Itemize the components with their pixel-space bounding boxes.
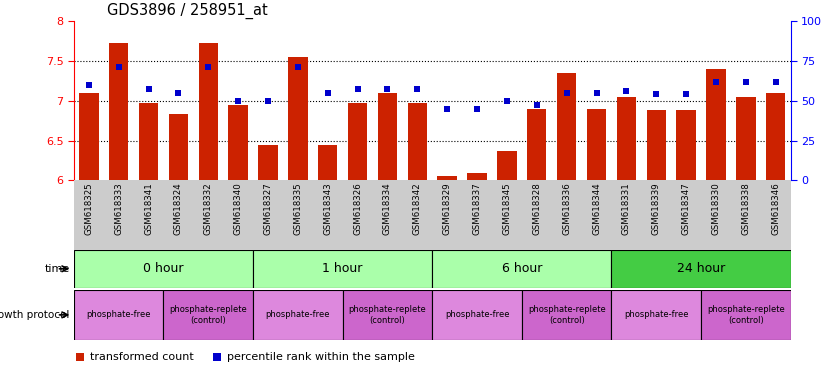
Text: GSM618337: GSM618337 [473, 182, 482, 235]
Text: GSM618345: GSM618345 [502, 182, 511, 235]
Bar [259, 146, 277, 180]
Bar [736, 97, 755, 180]
Bar [677, 110, 696, 180]
Text: GSM618340: GSM618340 [234, 182, 243, 235]
Bar [407, 103, 427, 180]
Bar [318, 146, 337, 180]
Bar [348, 103, 367, 180]
Bar [706, 69, 726, 180]
Text: phosphate-free: phosphate-free [86, 310, 151, 319]
Text: 1 hour: 1 hour [323, 262, 363, 275]
Bar [253, 250, 432, 288]
Bar [766, 93, 786, 180]
Bar [109, 43, 128, 180]
Text: 6 hour: 6 hour [502, 262, 542, 275]
Bar [199, 43, 218, 180]
Bar [646, 110, 666, 180]
Bar [557, 73, 576, 180]
Bar [467, 172, 487, 180]
Text: percentile rank within the sample: percentile rank within the sample [227, 352, 415, 362]
Text: 24 hour: 24 hour [677, 262, 725, 275]
Bar [79, 93, 99, 180]
Text: time: time [44, 264, 70, 274]
Text: GSM618336: GSM618336 [562, 182, 571, 235]
Text: GSM618328: GSM618328 [532, 182, 541, 235]
Bar [498, 151, 516, 180]
Bar [612, 250, 791, 288]
Bar [228, 105, 248, 180]
Text: GSM618338: GSM618338 [741, 182, 750, 235]
Text: phosphate-replete
(control): phosphate-replete (control) [349, 305, 426, 324]
Text: GSM618329: GSM618329 [443, 182, 452, 235]
Text: GSM618333: GSM618333 [114, 182, 123, 235]
Bar [432, 250, 612, 288]
Bar [617, 97, 636, 180]
Text: GSM618341: GSM618341 [144, 182, 153, 235]
Bar [527, 109, 547, 180]
Text: phosphate-replete
(control): phosphate-replete (control) [707, 305, 785, 324]
Text: phosphate-free: phosphate-free [266, 310, 330, 319]
Text: GSM618344: GSM618344 [592, 182, 601, 235]
Text: GSM618334: GSM618334 [383, 182, 392, 235]
Text: phosphate-replete
(control): phosphate-replete (control) [528, 305, 606, 324]
Text: GSM618339: GSM618339 [652, 182, 661, 235]
Text: phosphate-free: phosphate-free [624, 310, 689, 319]
Bar [342, 290, 432, 340]
Text: GDS3896 / 258951_at: GDS3896 / 258951_at [107, 3, 268, 19]
Text: GSM618330: GSM618330 [712, 182, 721, 235]
Text: GSM618326: GSM618326 [353, 182, 362, 235]
Text: GSM618335: GSM618335 [293, 182, 302, 235]
Text: GSM618343: GSM618343 [323, 182, 333, 235]
Bar [74, 290, 163, 340]
Bar [74, 250, 253, 288]
Bar [587, 109, 606, 180]
Bar [522, 290, 612, 340]
Text: transformed count: transformed count [89, 352, 194, 362]
Bar [139, 103, 158, 180]
Bar [163, 290, 253, 340]
Bar [432, 290, 522, 340]
Bar [253, 290, 342, 340]
Text: GSM618324: GSM618324 [174, 182, 183, 235]
Text: 0 hour: 0 hour [143, 262, 184, 275]
Bar [288, 57, 308, 180]
Bar [378, 93, 397, 180]
Bar [612, 290, 701, 340]
Text: GSM618342: GSM618342 [413, 182, 422, 235]
Text: phosphate-free: phosphate-free [445, 310, 509, 319]
Text: growth protocol: growth protocol [0, 310, 70, 320]
Text: GSM618331: GSM618331 [621, 182, 631, 235]
Text: GSM618332: GSM618332 [204, 182, 213, 235]
Text: GSM618346: GSM618346 [771, 182, 780, 235]
Text: phosphate-replete
(control): phosphate-replete (control) [169, 305, 247, 324]
Bar [438, 177, 457, 180]
Text: GSM618347: GSM618347 [681, 182, 690, 235]
Text: GSM618325: GSM618325 [85, 182, 94, 235]
Bar [701, 290, 791, 340]
Text: GSM618327: GSM618327 [264, 182, 273, 235]
Bar [168, 114, 188, 180]
